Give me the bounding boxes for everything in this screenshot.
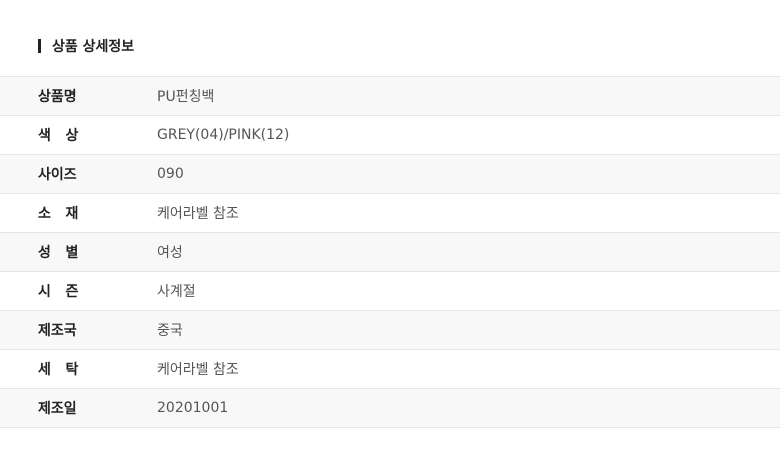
table-row: 세 탁 케어라벨 참조 bbox=[0, 349, 780, 389]
table-row: 색 상 GREY(04)/PINK(12) bbox=[0, 115, 780, 155]
table-row: 소 재 케어라벨 참조 bbox=[0, 193, 780, 233]
row-label: 소 재 bbox=[38, 206, 79, 222]
product-detail-table: 상품명 PU펀칭백 색 상 GREY(04)/PINK(12) 사이즈 090 소 재 케어라… bbox=[0, 76, 780, 428]
row-value: 20201001 bbox=[157, 400, 229, 416]
table-row: 사이즈 090 bbox=[0, 154, 780, 194]
row-label: 성 별 bbox=[38, 245, 79, 261]
section-title: 상품 상세정보 bbox=[38, 36, 134, 56]
table-row: 제조일 20201001 bbox=[0, 388, 780, 428]
row-label: 제조일 bbox=[38, 401, 77, 417]
row-value: GREY(04)/PINK(12) bbox=[157, 127, 290, 143]
title-bar-decoration bbox=[38, 39, 41, 53]
row-label: 상품명 bbox=[38, 89, 77, 105]
table-row: 제조국 중국 bbox=[0, 310, 780, 350]
row-label: 시 즌 bbox=[38, 284, 79, 300]
table-row: 성 별 여성 bbox=[0, 232, 780, 272]
row-value: 사계절 bbox=[157, 284, 196, 300]
row-label: 제조국 bbox=[38, 323, 77, 339]
row-label: 사이즈 bbox=[38, 167, 77, 183]
section-title-text: 상품 상세정보 bbox=[52, 39, 135, 55]
row-value: PU펀칭백 bbox=[157, 89, 215, 105]
row-value: 케어라벨 참조 bbox=[157, 362, 239, 378]
row-value: 케어라벨 참조 bbox=[157, 206, 239, 222]
row-label: 색 상 bbox=[38, 128, 79, 144]
table-row: 시 즌 사계절 bbox=[0, 271, 780, 311]
table-row: 상품명 PU펀칭백 bbox=[0, 76, 780, 116]
row-label: 세 탁 bbox=[38, 362, 79, 378]
row-value: 여성 bbox=[157, 245, 183, 261]
row-value: 090 bbox=[157, 166, 184, 182]
row-value: 중국 bbox=[157, 323, 183, 339]
